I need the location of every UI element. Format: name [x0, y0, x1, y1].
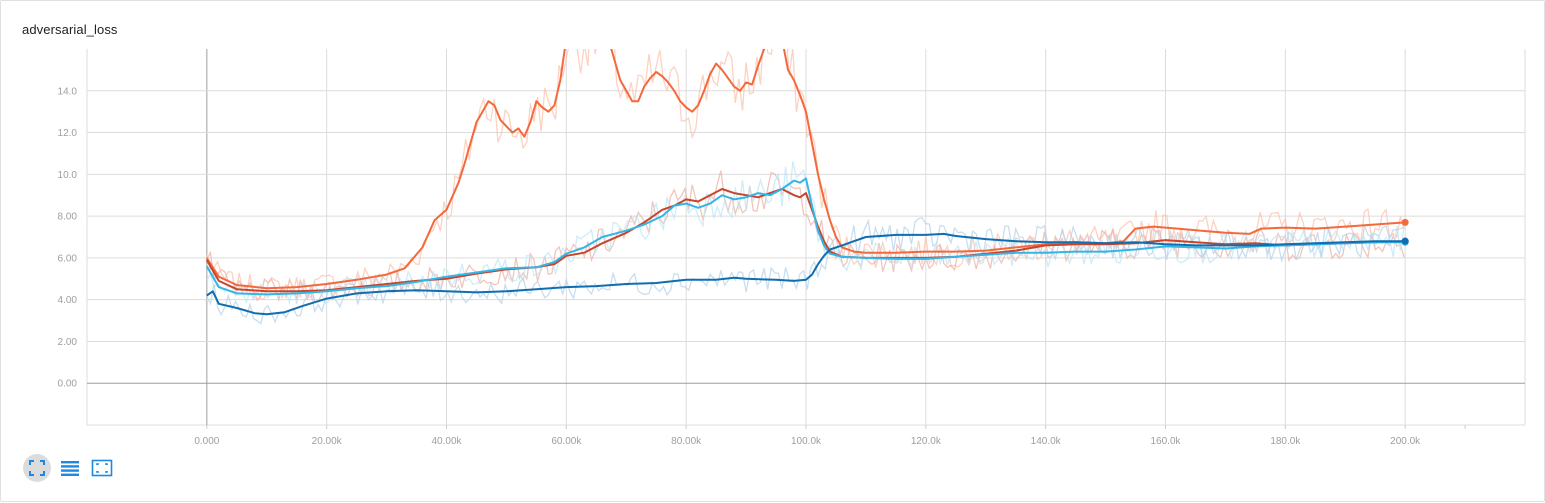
- x-tick-label: 140.0k: [1031, 436, 1062, 447]
- series-end-point-1: [1401, 218, 1409, 226]
- series-line-2[interactable]: [205, 188, 1406, 293]
- y-axis-ticks: 0.00 2.00 4.00 6.00 8.00 10.0 12.0 14.0: [58, 86, 78, 389]
- raw-series-line-1: [206, 49, 1405, 301]
- x-tick-label: 100.0k: [791, 436, 822, 447]
- log-scale-icon: [61, 461, 79, 476]
- x-tick-label: 80.00k: [671, 436, 702, 447]
- fit-domain-icon: [29, 460, 45, 476]
- fit-domain-button[interactable]: [23, 454, 51, 482]
- x-tick-label: 120.0k: [911, 436, 942, 447]
- series-line-3[interactable]: [205, 177, 1406, 296]
- y-tick-label: 8.00: [58, 212, 78, 223]
- x-tick-label: 0.000: [194, 436, 219, 447]
- chart-title: adversarial_loss: [22, 22, 118, 37]
- y-tick-label: 10.0: [58, 170, 78, 181]
- x-tick-label: 20.00k: [312, 436, 343, 447]
- x-tick-label: 160.0k: [1150, 436, 1181, 447]
- x-tick-label: 200.0k: [1390, 436, 1421, 447]
- data-selection-icon: [91, 459, 113, 477]
- series-line-1[interactable]: [205, 39, 1406, 290]
- data-selection-button[interactable]: [88, 454, 116, 482]
- raw-series-layer: [206, 49, 1405, 325]
- x-axis-ticks: 0.000 20.00k 40.00k 60.00k 80.00k 100.0k 120.0…: [194, 436, 1421, 447]
- x-tick-label: 180.0k: [1270, 436, 1301, 447]
- x-tick-label: 60.00k: [551, 436, 582, 447]
- log-scale-button[interactable]: [56, 454, 84, 482]
- y-tick-label: 2.00: [58, 337, 78, 348]
- y-tick-label: 12.0: [58, 128, 78, 139]
- smoothed-series-layer: [205, 39, 1406, 316]
- x-tick-label: 40.00k: [431, 436, 462, 447]
- y-tick-label: 0.00: [58, 379, 78, 390]
- series-end-markers: [1401, 218, 1409, 246]
- chart-grid: [86, 49, 1526, 429]
- y-tick-label: 4.00: [58, 295, 78, 306]
- y-tick-label: 14.0: [58, 86, 78, 97]
- y-tick-label: 6.00: [58, 253, 78, 264]
- series-line-4[interactable]: [206, 232, 1406, 316]
- series-end-point-4: [1401, 237, 1409, 245]
